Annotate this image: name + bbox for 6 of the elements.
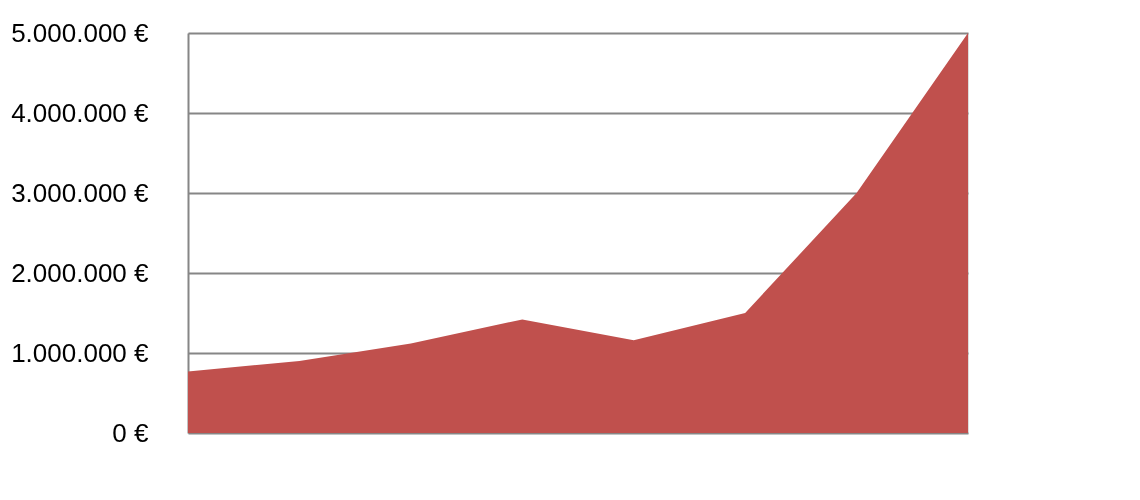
y-tick-label: 4.000.000 € xyxy=(11,97,150,128)
y-tick-label: 2.000.000 € xyxy=(11,257,150,288)
y-tick-label: 0 € xyxy=(112,417,150,448)
y-tick-label: 5.000.000 € xyxy=(11,17,150,48)
y-tick-label: 3.000.000 € xyxy=(11,177,150,208)
y-tick-label: 1.000.000 € xyxy=(11,337,150,368)
